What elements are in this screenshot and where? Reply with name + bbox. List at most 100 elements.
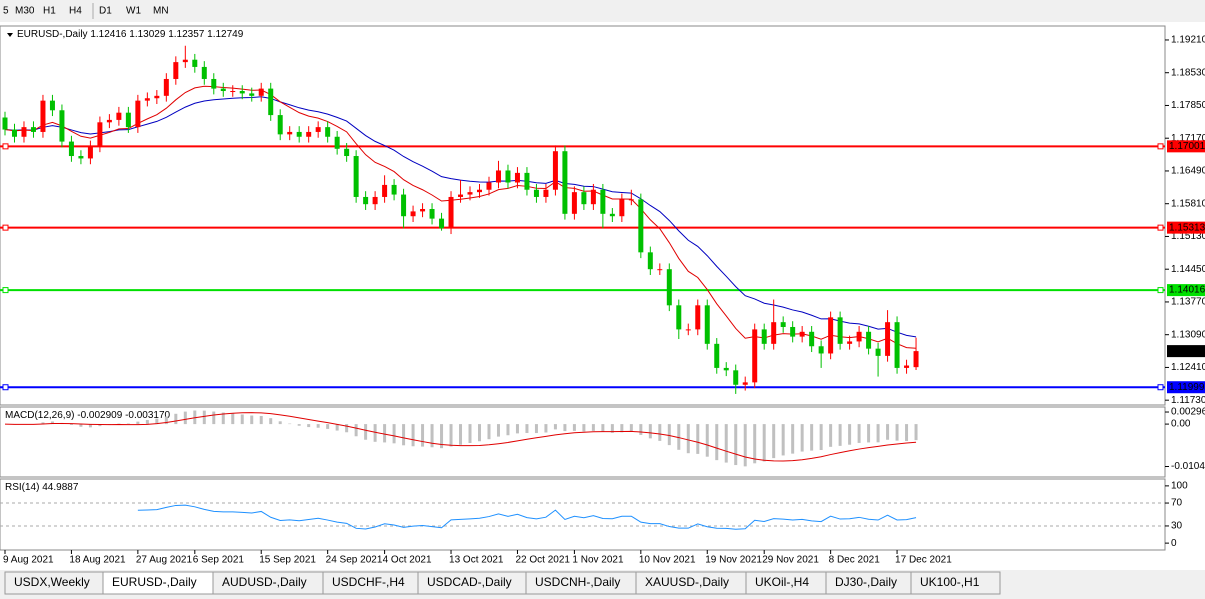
macd-bar	[202, 410, 206, 425]
macd-bar	[819, 424, 823, 451]
collapse-arrow	[7, 33, 13, 37]
candle-body	[68, 141, 74, 157]
level-handle	[1157, 224, 1164, 231]
candle-body	[448, 196, 454, 229]
tab-label[interactable]: USDCNH-,Daily	[535, 575, 620, 589]
macd-bar	[79, 424, 83, 427]
tab-label[interactable]: XAUUSD-,Daily	[645, 575, 729, 589]
macd-bar	[601, 424, 605, 432]
macd-bar	[136, 421, 140, 425]
candle-body	[258, 88, 264, 96]
tab-label[interactable]: USDX,Weekly	[14, 575, 90, 589]
level-handle	[2, 143, 9, 150]
low: 1.12357	[168, 29, 205, 40]
candle-body	[780, 322, 786, 327]
main-pane	[0, 25, 1166, 406]
candle-body	[106, 119, 112, 123]
candle-body	[657, 269, 663, 271]
candle-body	[533, 189, 539, 197]
candle-body	[306, 131, 312, 137]
macd-bar	[231, 413, 235, 425]
candle-body	[809, 331, 815, 347]
macd-bar	[544, 424, 548, 433]
macd-bar	[914, 424, 918, 441]
macd-bar	[297, 424, 301, 426]
macd-bar	[430, 424, 434, 448]
candle-body	[543, 189, 549, 197]
price-label-bg	[1167, 345, 1205, 358]
rsi-line	[137, 504, 917, 530]
candle-body	[828, 317, 834, 354]
macd-bar	[212, 411, 216, 425]
tab-label[interactable]: EURUSD-,Daily	[112, 575, 197, 589]
price-label: 1.12749	[1169, 346, 1205, 357]
macd-bar	[98, 424, 102, 427]
x-tick-label: 29 Nov 2021	[762, 555, 819, 566]
candle-body	[40, 100, 46, 132]
timeframe-button[interactable]: H1	[43, 6, 56, 17]
level-label-bg	[1167, 284, 1205, 297]
macd-bar	[876, 424, 880, 443]
macd-bar	[478, 424, 481, 442]
candle-body	[714, 343, 720, 368]
candle-body	[59, 110, 65, 142]
macd-bar	[440, 424, 444, 449]
candle-body	[30, 127, 36, 132]
candle-body	[11, 129, 17, 137]
macd-bar	[810, 424, 814, 451]
macd-bar	[515, 424, 519, 434]
macd-bar	[364, 424, 368, 440]
timeframe-button[interactable]: M30	[15, 6, 35, 17]
y-tick-label: 100	[1171, 481, 1188, 492]
timeframe-button[interactable]: D1	[99, 6, 112, 17]
candle-body	[391, 184, 397, 195]
candle-body	[382, 184, 388, 197]
macd-header: MACD(12,26,9) -0.002909 -0.003170	[5, 410, 171, 421]
y-tick-label: 1.19210	[1171, 35, 1205, 46]
macd-value: -0.002909	[77, 410, 122, 421]
rsi-header: RSI(14) 44.9887	[5, 482, 79, 493]
tab-label[interactable]: AUDUSD-,Daily	[222, 575, 307, 589]
y-tick-label: 1.13090	[1171, 329, 1205, 340]
candle-body	[192, 59, 198, 67]
tab-label[interactable]: USDCHF-,H4	[332, 575, 405, 589]
macd-signal	[4, 412, 917, 462]
candle-body	[676, 305, 682, 330]
candle-body	[135, 100, 141, 128]
macd-bar	[468, 424, 472, 444]
candle-body	[372, 196, 378, 205]
macd-bar	[667, 424, 671, 446]
macd-bar	[373, 424, 377, 442]
rsi-value: 44.9887	[42, 482, 79, 493]
y-tick-label: 1.17850	[1171, 100, 1205, 111]
tab[interactable]	[910, 571, 1001, 595]
timeframe-button[interactable]: MN	[153, 6, 169, 17]
tab-label[interactable]: UKOil-,H4	[755, 575, 809, 589]
chart-header: EURUSD-,Daily 1.12416 1.13029 1.12357 1.…	[17, 29, 244, 40]
timeframe-button[interactable]: 5	[3, 6, 9, 17]
y-tick-label: 0.002966	[1171, 407, 1205, 418]
y-tick-label: 0	[1171, 538, 1177, 549]
y-tick-label: 0.00	[1171, 419, 1191, 430]
macd-bar	[41, 422, 45, 425]
candle-body	[913, 351, 919, 368]
timeframe-button[interactable]: W1	[126, 6, 141, 17]
level-label: 1.17001	[1169, 141, 1205, 152]
candle-body	[495, 170, 501, 183]
macd-bar	[411, 424, 415, 447]
tab-label[interactable]: UK100-,H1	[920, 575, 980, 589]
tab-label[interactable]: DJ30-,Daily	[835, 575, 897, 589]
tab-label[interactable]: USDCAD-,Daily	[427, 575, 512, 589]
symbol: EURUSD-,Daily	[17, 29, 88, 40]
moving-average	[4, 96, 917, 338]
macd-bar	[629, 424, 633, 432]
timeframe-button[interactable]: H4	[69, 6, 82, 17]
y-tick-label: 1.14450	[1171, 264, 1205, 275]
candle-body	[363, 196, 369, 205]
macd-bar	[762, 424, 766, 462]
candle-body	[277, 115, 283, 135]
x-tick-label: 27 Aug 2021	[136, 555, 193, 566]
x-tick-label: 19 Nov 2021	[705, 555, 762, 566]
candle-body	[315, 127, 321, 132]
